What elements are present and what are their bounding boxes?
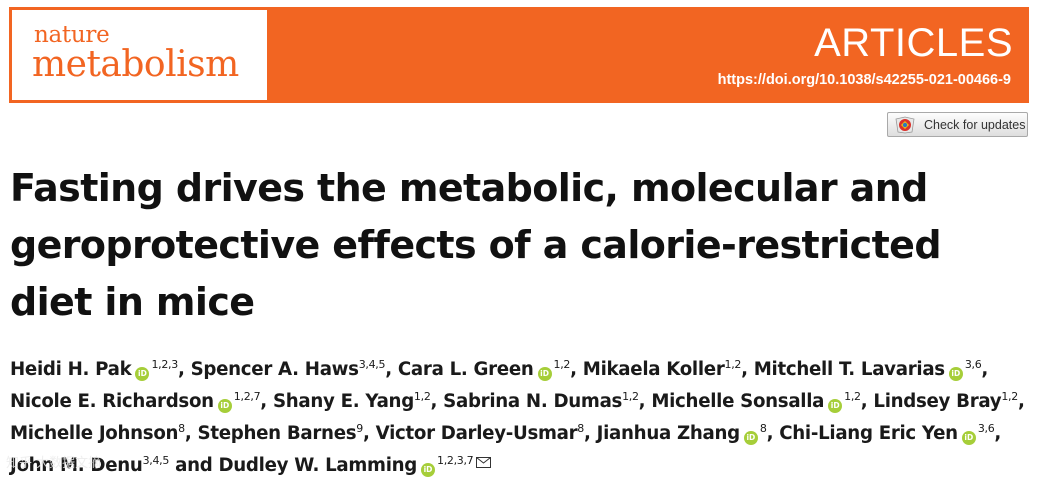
author-separator: , <box>570 359 583 380</box>
author-name[interactable]: Dudley W. Lamming <box>218 455 417 476</box>
author-affiliation: 1,2 <box>1001 390 1018 403</box>
author-affiliation: 1,2,3 <box>151 358 178 371</box>
author-affiliation: 3,4,5 <box>358 358 386 371</box>
author-separator: , <box>860 391 874 412</box>
author-name[interactable]: Nicole E. Richardson <box>10 391 214 412</box>
author-separator: , <box>184 423 198 444</box>
author-conjunction: and <box>175 455 219 476</box>
orcid-icon[interactable]: iD <box>537 367 552 381</box>
orcid-icon[interactable]: iD <box>828 399 843 413</box>
orcid-icon[interactable]: iD <box>421 463 435 477</box>
author-affiliation: 8 <box>178 422 185 435</box>
author-affiliation: 1,2,3,7 <box>437 454 474 467</box>
author-name[interactable]: Mitchell T. Lavarias <box>753 359 945 380</box>
author-separator: , <box>741 359 754 380</box>
author-separator: , <box>177 359 191 380</box>
author-name[interactable]: Cara L. Green <box>397 359 534 380</box>
author-name[interactable]: Spencer A. Haws <box>190 359 359 380</box>
author-affiliation: 1,2,7 <box>233 390 261 403</box>
journal-logo[interactable]: nature metabolism <box>12 10 267 100</box>
author-separator: , <box>430 391 444 412</box>
author-name[interactable]: Mikaela Koller <box>582 359 725 380</box>
article-title: Fasting drives the metabolic, molecular … <box>10 166 942 324</box>
author-affiliation: 1,2 <box>622 390 639 403</box>
author-affiliation: 8 <box>759 422 767 435</box>
crossmark-icon <box>895 116 915 133</box>
doi-link[interactable]: https://doi.org/10.1038/s42255-021-00466… <box>717 72 1011 88</box>
mail-icon[interactable] <box>476 457 492 468</box>
author-name[interactable]: Victor Darley-Usmar <box>375 423 578 444</box>
author-separator: , <box>362 423 376 444</box>
author-name[interactable]: Heidi H. Pak <box>10 359 132 380</box>
orcid-icon[interactable]: iD <box>135 367 150 381</box>
author-affiliation: 1,2 <box>413 390 431 403</box>
author-name[interactable]: Sabrina N. Dumas <box>443 391 623 412</box>
author-affiliation: 8 <box>577 422 584 435</box>
section-label: ARTICLES <box>814 21 1013 65</box>
author-separator: , <box>994 423 1002 444</box>
orcid-icon[interactable]: iD <box>961 431 976 445</box>
author-name[interactable]: John M. Denu <box>10 455 143 476</box>
check-for-updates-label: Check for updates <box>924 117 1026 132</box>
author-name[interactable]: Lindsey Bray <box>873 391 1002 412</box>
orcid-icon[interactable]: iD <box>217 399 232 413</box>
logo-nature-text: nature <box>34 22 110 48</box>
author-separator: , <box>766 423 780 444</box>
author-separator: , <box>385 359 398 380</box>
author-name[interactable]: Chi-Liang Eric Yen <box>779 423 958 444</box>
author-separator: , <box>638 391 652 412</box>
journal-banner: nature metabolism ARTICLES https://doi.o… <box>9 7 1029 103</box>
author-name[interactable]: Michelle Sonsalla <box>651 391 825 412</box>
watermark: 知乎 大数据文摘 <box>6 456 102 471</box>
author-separator: , <box>1017 391 1025 412</box>
author-name[interactable]: Stephen Barnes <box>197 423 357 444</box>
author-affiliation: 3,4,5 <box>142 454 170 467</box>
author-affiliation: 1,2 <box>553 358 571 371</box>
check-for-updates-button[interactable]: Check for updates <box>887 112 1028 137</box>
author-separator: , <box>260 391 273 412</box>
author-name[interactable]: Shany E. Yang <box>272 391 414 412</box>
orcid-icon[interactable]: iD <box>948 367 963 381</box>
author-affiliation: 3,6 <box>977 422 995 435</box>
author-separator: , <box>981 359 989 380</box>
author-name[interactable]: Michelle Johnson <box>10 423 179 444</box>
orcid-icon[interactable]: iD <box>743 431 758 445</box>
author-name[interactable]: Jianhua Zhang <box>596 423 741 444</box>
author-affiliation: 1,2 <box>844 390 861 403</box>
logo-metabolism-text: metabolism <box>32 44 239 85</box>
author-affiliation: 3,6 <box>964 358 982 371</box>
author-affiliation: 9 <box>356 422 363 435</box>
author-affiliation: 1,2 <box>724 358 742 371</box>
author-separator: , <box>584 423 597 444</box>
author-list: Heidi H. Pak iD1,2,3, Spencer A. Haws3,4,… <box>10 354 1035 482</box>
